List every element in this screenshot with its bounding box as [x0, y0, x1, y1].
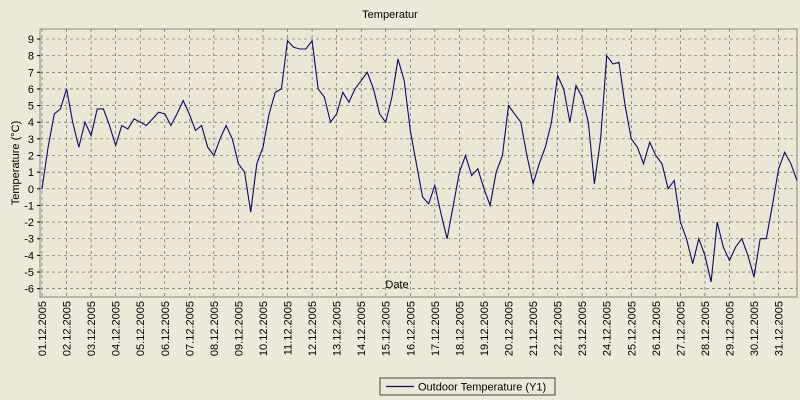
x-tick-label: 11.12.2005	[283, 301, 295, 355]
plot-area	[39, 28, 798, 298]
x-tick-label: 12.12.2005	[307, 301, 319, 356]
legend: Outdoor Temperature (Y1)	[379, 377, 556, 396]
x-tick-label: 23.12.2005	[577, 301, 589, 356]
x-tick-label: 19.12.2005	[479, 301, 491, 356]
y-tick-label: 5	[28, 101, 34, 113]
x-tick-label: 25.12.2005	[626, 301, 638, 356]
y-tick-label: -4	[24, 250, 34, 262]
x-tick-label: 27.12.2005	[675, 301, 687, 356]
x-tick-label: 13.12.2005	[332, 301, 344, 356]
y-tick-label: 2	[28, 151, 34, 163]
x-tick-label: 08.12.2005	[209, 301, 221, 356]
x-tick-label: 24.12.2005	[602, 301, 614, 356]
x-axis-label: Date	[385, 279, 408, 291]
y-tick-label: -2	[24, 217, 34, 229]
x-tick-label: 26.12.2005	[651, 301, 663, 356]
y-tick-label: 9	[28, 34, 34, 46]
x-tick-label: 15.12.2005	[381, 301, 393, 356]
y-tick-label: 4	[28, 117, 34, 129]
x-tick-label: 16.12.2005	[405, 301, 417, 356]
y-tick-label: -1	[24, 200, 34, 212]
y-tick-label: 1	[28, 167, 34, 179]
y-axis-label: Temperature (°C)	[10, 121, 22, 205]
y-tick-label: 8	[28, 51, 34, 63]
x-tick-label: 09.12.2005	[233, 301, 245, 356]
y-tick-label: 3	[28, 134, 34, 146]
x-tick-label: 04.12.2005	[111, 301, 123, 356]
x-tick-label: 20.12.2005	[504, 301, 516, 356]
x-tick-label: 18.12.2005	[454, 301, 466, 356]
x-tick-label: 30.12.2005	[749, 301, 761, 356]
x-tick-label: 29.12.2005	[724, 301, 736, 356]
y-tick-label: 0	[28, 184, 34, 196]
y-tick-label: -3	[24, 234, 34, 246]
x-tick-label: 06.12.2005	[160, 301, 172, 356]
x-tick-label: 05.12.2005	[135, 301, 147, 356]
x-tick-label: 14.12.2005	[356, 301, 368, 356]
legend-label: Outdoor Temperature (Y1)	[418, 382, 546, 394]
x-tick-label: 10.12.2005	[258, 301, 270, 356]
y-tick-label: 7	[28, 67, 34, 79]
x-tick-label: 01.12.2005	[37, 301, 49, 356]
x-tick-label: 02.12.2005	[62, 301, 74, 356]
x-tick-label: 22.12.2005	[553, 301, 565, 356]
x-tick-label: 21.12.2005	[528, 301, 540, 356]
x-tick-label: 03.12.2005	[86, 301, 98, 356]
line-series	[41, 39, 798, 283]
chart-title: Temperatur	[362, 9, 418, 21]
x-tick-label: 31.12.2005	[774, 301, 786, 356]
y-tick-label: 6	[28, 84, 34, 96]
y-tick-label: -5	[24, 267, 34, 279]
x-tick-label: 28.12.2005	[700, 301, 712, 356]
x-tick-label: 17.12.2005	[430, 301, 442, 356]
y-tick-label: -6	[24, 284, 34, 296]
legend-box	[379, 377, 556, 396]
x-tick-label: 07.12.2005	[184, 301, 196, 356]
